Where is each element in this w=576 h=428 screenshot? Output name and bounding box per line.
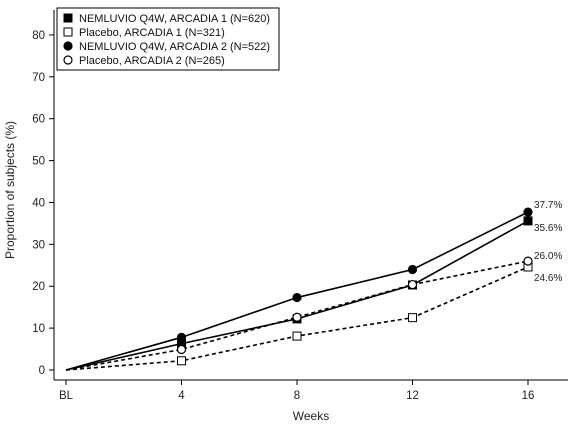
series-line-3 bbox=[65, 211, 529, 371]
data-point bbox=[292, 292, 302, 303]
legend-marker bbox=[63, 13, 73, 23]
y-tick-label: 50 bbox=[32, 156, 45, 168]
data-point bbox=[407, 264, 418, 275]
axes bbox=[53, 10, 568, 381]
data-point bbox=[177, 356, 186, 366]
legend: NEMLUVIO Q4W, ARCADIA 1 (N=620) Placebo, … bbox=[56, 7, 280, 71]
legend-entry: NEMLUVIO Q4W, ARCADIA 1 (N=620) bbox=[79, 13, 270, 25]
y-tick-label: 10 bbox=[32, 323, 45, 335]
data-label: 37.7% bbox=[534, 200, 562, 211]
x-ticks: BL 4 8 12 16 bbox=[59, 380, 534, 402]
y-tick-label: 20 bbox=[32, 281, 45, 293]
legend-entry: Placebo, ARCADIA 2 (N=265) bbox=[79, 55, 225, 67]
data-point bbox=[407, 279, 418, 290]
y-ticks: 0 10 20 30 40 50 60 70 80 bbox=[32, 30, 54, 377]
x-tick-label: 8 bbox=[294, 390, 300, 402]
series-markers bbox=[176, 207, 533, 366]
x-tick-label: BL bbox=[59, 390, 74, 402]
series-lines bbox=[65, 211, 529, 371]
legend-marker bbox=[63, 55, 73, 65]
legend-box bbox=[56, 7, 280, 71]
x-tick-label: 4 bbox=[178, 390, 185, 402]
data-point bbox=[292, 331, 302, 341]
x-axis-title: Weeks bbox=[293, 409, 329, 423]
y-axis-title: Proportion of subjects (%) bbox=[3, 121, 17, 259]
x-tick-label: 12 bbox=[406, 390, 419, 402]
data-label: 35.6% bbox=[534, 223, 562, 234]
data-point bbox=[292, 312, 302, 322]
data-point bbox=[523, 256, 533, 266]
legend-entry: Placebo, ARCADIA 1 (N=321) bbox=[79, 27, 225, 39]
y-tick-label: 80 bbox=[32, 30, 45, 42]
data-point bbox=[523, 207, 533, 217]
y-tick-label: 40 bbox=[32, 197, 45, 209]
data-point bbox=[176, 344, 187, 355]
data-label: 24.6% bbox=[534, 273, 562, 284]
data-label: 26.0% bbox=[534, 251, 562, 262]
legend-marker bbox=[63, 41, 73, 51]
data-point bbox=[176, 332, 187, 342]
y-tick-label: 30 bbox=[32, 239, 45, 251]
y-tick-label: 60 bbox=[32, 114, 45, 126]
series-line-4 bbox=[65, 260, 529, 371]
data-point bbox=[408, 313, 417, 323]
data-point bbox=[523, 216, 533, 226]
legend-marker bbox=[63, 27, 73, 37]
x-tick-label: 16 bbox=[522, 390, 535, 402]
y-tick-label: 70 bbox=[32, 72, 45, 84]
y-tick-label: 0 bbox=[39, 365, 45, 377]
legend-entry: NEMLUVIO Q4W, ARCADIA 2 (N=522) bbox=[79, 41, 270, 53]
end-labels: 37.7% 35.6% 26.0% 24.6% bbox=[534, 200, 562, 284]
